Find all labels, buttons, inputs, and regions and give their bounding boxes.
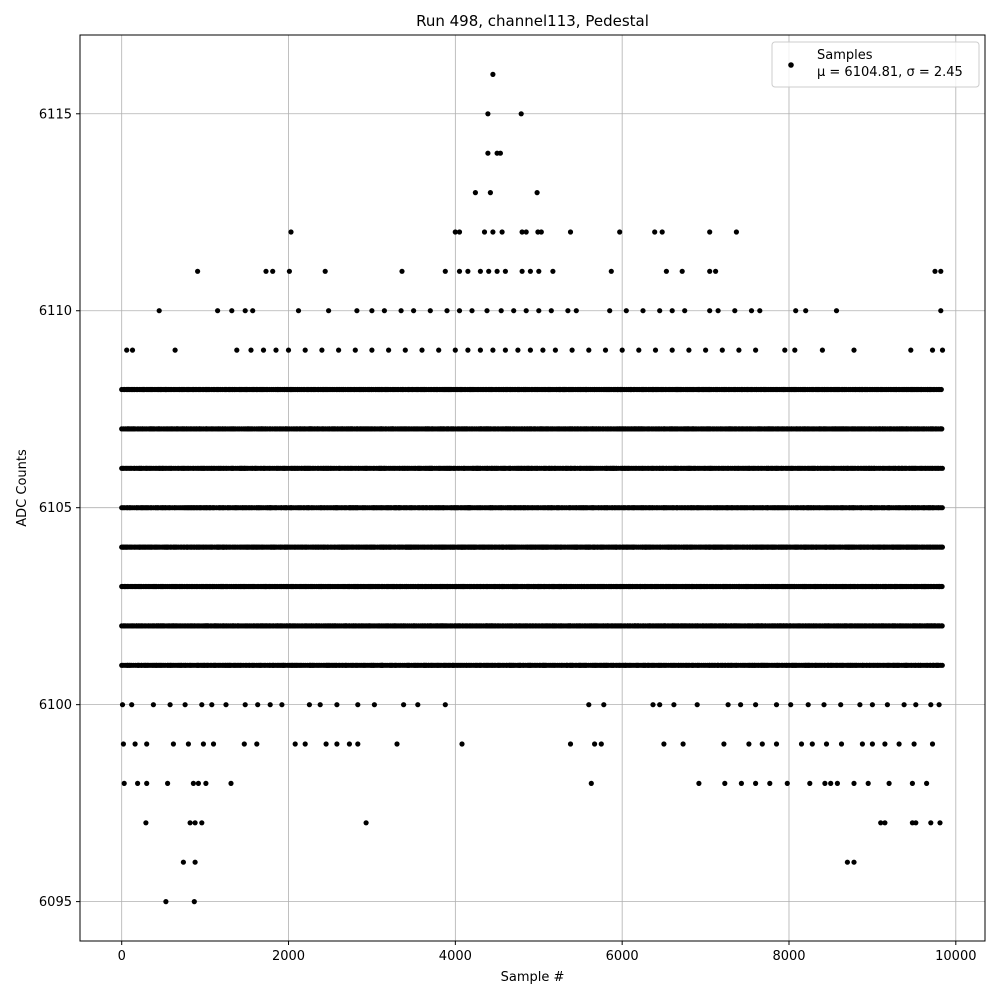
data-point — [939, 623, 945, 629]
data-point — [928, 820, 934, 826]
data-point — [241, 741, 247, 747]
data-point — [254, 741, 260, 747]
data-point — [195, 780, 201, 787]
data-point — [228, 780, 234, 787]
data-point — [180, 859, 186, 865]
data-point — [121, 780, 127, 787]
data-point — [828, 780, 834, 787]
data-point — [937, 820, 943, 826]
data-point — [696, 780, 702, 787]
data-point — [302, 741, 308, 747]
data-point — [190, 780, 196, 787]
data-points — [119, 71, 946, 905]
data-point — [882, 820, 888, 826]
data-point — [913, 820, 919, 826]
data-point — [784, 780, 790, 787]
data-point — [844, 859, 851, 865]
data-point — [851, 859, 857, 865]
data-point — [738, 780, 745, 787]
data-point — [143, 820, 149, 826]
data-point — [144, 780, 150, 787]
data-point — [185, 741, 191, 747]
data-point — [807, 780, 813, 787]
data-point — [144, 741, 150, 747]
data-point — [187, 820, 193, 826]
data-point — [834, 780, 841, 787]
data-point — [939, 662, 945, 668]
data-point — [588, 780, 594, 787]
data-point — [767, 780, 773, 787]
data-point — [939, 544, 946, 550]
data-point — [939, 583, 945, 590]
data-point — [210, 741, 217, 747]
data-point — [191, 899, 197, 905]
data-point — [135, 780, 141, 787]
data-point — [886, 780, 892, 787]
data-point — [200, 741, 206, 747]
data-point — [939, 465, 946, 471]
data-point — [822, 780, 828, 787]
data-point — [851, 780, 857, 787]
data-point — [170, 741, 176, 747]
data-point — [938, 386, 944, 393]
data-point — [292, 741, 298, 747]
data-point — [132, 741, 138, 747]
data-point — [939, 505, 945, 511]
data-point — [909, 780, 916, 787]
data-point — [334, 741, 340, 747]
data-point — [192, 859, 198, 865]
data-point — [865, 780, 871, 787]
data-point — [753, 780, 759, 787]
data-point — [120, 741, 126, 747]
data-point — [163, 899, 169, 905]
data-point — [939, 426, 945, 432]
data-point — [722, 780, 728, 787]
data-point — [199, 820, 205, 826]
data-point — [924, 780, 930, 787]
data-point — [323, 741, 329, 747]
data-point — [203, 780, 209, 787]
data-point — [165, 780, 171, 787]
data-point — [363, 820, 369, 826]
data-point — [192, 820, 198, 826]
